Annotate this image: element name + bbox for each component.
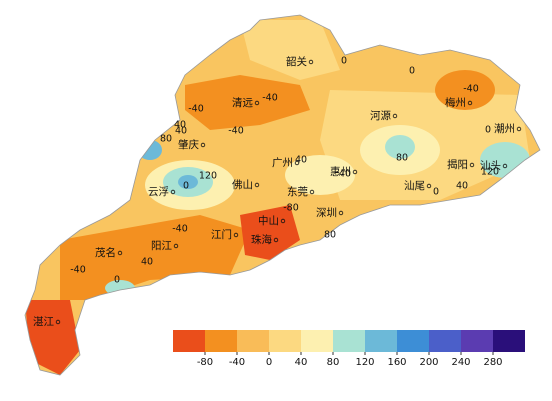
city-dot — [502, 163, 508, 169]
contour-label: 40 — [174, 120, 186, 131]
legend-swatch — [397, 330, 429, 352]
city-label: 湛江 — [33, 316, 54, 328]
city-label: 潮州 — [494, 122, 515, 135]
city-label: 韶关 — [286, 55, 307, 68]
city-label: 茂名 — [95, 246, 116, 259]
contour-label: -40 — [172, 224, 188, 235]
contour-label: 120 — [199, 171, 217, 182]
legend-tick-label: 0 — [266, 357, 272, 368]
city-dot — [254, 100, 260, 106]
legend-tick-label: -40 — [229, 357, 245, 368]
city-dot — [467, 100, 473, 106]
city-label: 佛山 — [232, 178, 253, 191]
legend-swatch — [493, 330, 525, 352]
city-dot — [308, 59, 314, 65]
contour-label: 0 — [433, 187, 439, 198]
city-label: 中山 — [258, 214, 279, 227]
contour-label: 0 — [183, 181, 189, 192]
city-label: 汕头 — [480, 160, 501, 172]
contour-label: -40 — [228, 126, 244, 137]
city-dot — [200, 142, 206, 148]
city-dot — [233, 232, 239, 238]
legend-tick-label: 40 — [295, 357, 308, 368]
contour-label: -40 — [188, 104, 204, 115]
city-label: 汕尾 — [404, 180, 425, 192]
legend-tick-label: 240 — [451, 357, 470, 368]
city-dot — [338, 210, 344, 216]
contour-label: -80 — [283, 203, 299, 214]
city-dot — [273, 237, 279, 243]
contour-label: 40 — [295, 155, 307, 166]
contour-label: 80 — [160, 134, 172, 145]
city-label: 清远 — [232, 96, 253, 109]
city-dot — [392, 113, 398, 119]
city-dot — [280, 218, 286, 224]
city-label: 东莞 — [287, 185, 308, 198]
city-label: 梅州 — [445, 96, 466, 109]
contour-label: 0 — [341, 56, 347, 67]
legend-swatch — [269, 330, 301, 352]
city-label: 江门 — [211, 228, 232, 241]
contour-label: -40 — [70, 265, 86, 276]
legend-tick-label: 280 — [483, 357, 502, 368]
legend-swatch — [365, 330, 397, 352]
city-dot — [173, 243, 179, 249]
city-dot — [55, 319, 61, 325]
contour-label: 40 — [175, 126, 187, 137]
contour-label: 40 — [456, 181, 468, 192]
city-dot — [254, 182, 260, 188]
legend-swatch — [333, 330, 365, 352]
city-dot — [294, 160, 300, 166]
contour-label: 80 — [396, 153, 408, 164]
legend-swatch — [301, 330, 333, 352]
legend-swatch — [461, 330, 493, 352]
city-label: 揭阳 — [447, 158, 468, 171]
city-label: 珠海 — [251, 233, 272, 246]
city-dot — [170, 189, 176, 195]
legend: -80 -40 0 40 80 120 160 200 240 280 — [173, 330, 525, 368]
contour-label: 120 — [481, 167, 499, 178]
legend-swatch — [205, 330, 237, 352]
city-dot — [352, 169, 358, 175]
city-dot — [309, 189, 315, 195]
legend-tick-label: 200 — [419, 357, 438, 368]
city-label: 阳江 — [151, 240, 172, 252]
city-label: 深圳 — [316, 207, 337, 219]
contour-label: 0 — [114, 275, 120, 286]
contour-label: 40 — [141, 257, 153, 268]
city-dot — [469, 162, 475, 168]
city-label: 广州 — [272, 157, 293, 169]
legend-tick-label: -80 — [197, 357, 213, 368]
contour-label: 40 — [339, 169, 351, 180]
contour-label: -40 — [463, 84, 479, 95]
legend-swatch — [173, 330, 205, 352]
legend-swatch — [237, 330, 269, 352]
city-dot — [117, 250, 123, 256]
legend-swatch — [429, 330, 461, 352]
legend-tick-label: 160 — [387, 357, 406, 368]
city-label: 河源 — [370, 109, 391, 122]
contour-label: 80 — [324, 230, 336, 241]
city-dot — [516, 126, 522, 132]
city-label: 云浮 — [148, 186, 169, 198]
legend-tick-label: 80 — [327, 357, 340, 368]
contour-label: 0 — [485, 125, 491, 136]
contour-label: -40 — [262, 93, 278, 104]
legend-tick-label: 120 — [355, 357, 374, 368]
city-label: 惠州 — [330, 165, 351, 178]
contour-label: 0 — [409, 66, 415, 77]
city-label: 肇庆 — [178, 138, 199, 151]
city-dot — [426, 183, 432, 189]
